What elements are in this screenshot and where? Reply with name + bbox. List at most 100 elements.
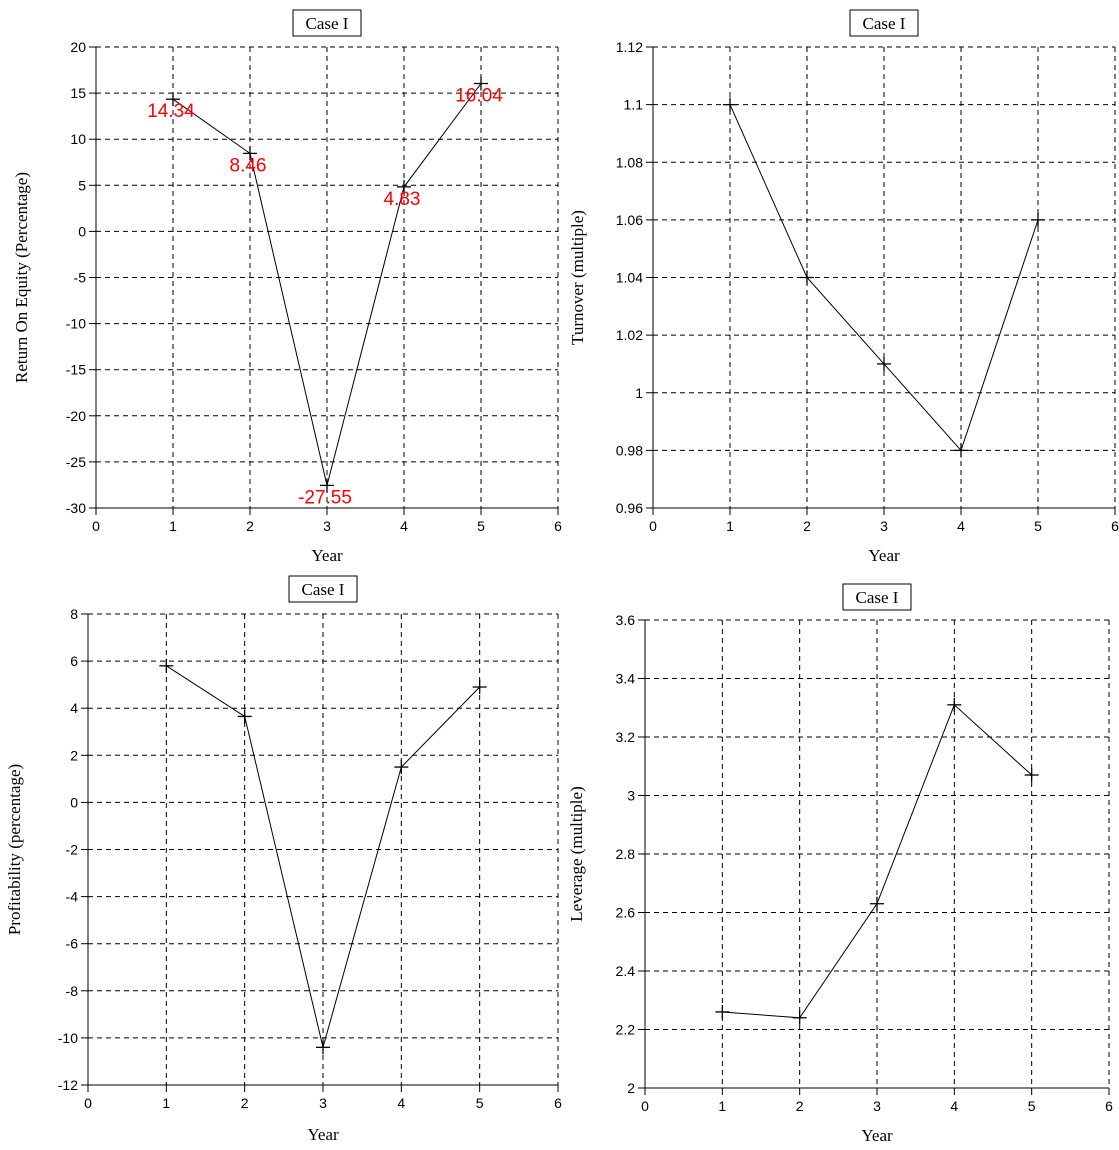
x-tick-label: 3 <box>873 1098 881 1114</box>
data-point-marker <box>472 680 487 695</box>
x-tick-label: 0 <box>641 1098 649 1114</box>
x-tick-label: 3 <box>323 518 331 534</box>
x-axis-title: Year <box>311 546 343 565</box>
data-point-marker <box>792 1010 807 1025</box>
panel-title: Case I <box>302 580 345 599</box>
data-point-marker <box>166 92 180 107</box>
data-point-marker <box>715 1004 730 1019</box>
x-tick-label: 0 <box>92 518 100 534</box>
y-tick-label: 1.06 <box>616 212 643 228</box>
data-label: 16.04 <box>455 86 503 107</box>
x-tick-label: 0 <box>649 518 657 534</box>
x-axis-title: Year <box>307 1125 339 1144</box>
y-tick-label: 6 <box>70 653 78 669</box>
x-tick-label: 1 <box>726 518 734 534</box>
y-tick-label: 8 <box>70 606 78 622</box>
y-tick-label: -2 <box>66 842 79 858</box>
data-point-marker <box>877 356 891 371</box>
y-axis-title: Leverage (multiple) <box>567 786 586 921</box>
y-tick-label: 2.6 <box>616 905 636 921</box>
x-tick-label: 5 <box>476 1095 484 1111</box>
data-point-marker <box>1031 212 1045 227</box>
data-point-marker <box>800 270 814 285</box>
x-tick-label: 6 <box>1111 518 1119 534</box>
panel-title: Case I <box>856 588 899 607</box>
y-tick-label: -15 <box>66 362 86 378</box>
y-tick-label: -12 <box>58 1077 78 1093</box>
x-tick-label: 3 <box>880 518 888 534</box>
data-point-marker <box>870 896 884 911</box>
data-point-marker <box>320 478 334 493</box>
y-tick-label: -4 <box>66 889 79 905</box>
x-axis-title: Year <box>861 1126 893 1145</box>
x-tick-label: 4 <box>950 1098 958 1114</box>
series-line <box>722 703 1033 1019</box>
x-tick-label: 4 <box>957 518 965 534</box>
x-axis-title: Year <box>868 546 900 565</box>
y-tick-label: 1.12 <box>616 39 643 55</box>
data-label: -27.55 <box>298 487 352 508</box>
y-tick-label: 2 <box>70 747 78 763</box>
y-tick-label: 0 <box>78 223 86 239</box>
data-point-marker <box>947 697 962 712</box>
x-tick-label: 2 <box>246 518 254 534</box>
x-tick-label: 6 <box>1105 1098 1113 1114</box>
x-tick-label: 4 <box>397 1095 405 1111</box>
y-tick-label: -30 <box>66 500 86 516</box>
y-tick-label: 0.96 <box>616 500 643 516</box>
panel-title-box <box>842 583 912 611</box>
y-tick-label: 20 <box>70 39 86 55</box>
data-point-marker <box>237 709 252 724</box>
x-tick-label: 0 <box>84 1095 92 1111</box>
y-tick-label: -10 <box>58 1030 78 1046</box>
panel-title-box <box>849 9 919 37</box>
y-tick-label: 1 <box>635 385 643 401</box>
y-tick-label: -10 <box>66 316 86 332</box>
chart-panel-2: 1.12 1.1 1.08 1.06 1.04 1.02 1 0.98 0.96 0 1 2 3 4 5 6 C… <box>568 9 1119 565</box>
x-tick-label: 1 <box>162 1095 170 1111</box>
data-point-marker <box>243 146 257 161</box>
y-tick-label: 4 <box>70 700 78 716</box>
chart-panel-1: 20 15 10 5 0 -5 -10 -15 -20 -25 -30 0 1 2 3 4 5 6 14.34 8.4… <box>12 9 562 565</box>
data-point-marker <box>1024 768 1039 783</box>
y-tick-label: 15 <box>70 85 86 101</box>
y-tick-label: 3.6 <box>616 612 636 628</box>
x-tick-label: 1 <box>169 518 177 534</box>
x-tick-label: 5 <box>477 518 485 534</box>
y-tick-label: 2.2 <box>616 1022 636 1038</box>
y-tick-label: 10 <box>70 131 86 147</box>
y-tick-label: 1.1 <box>624 97 644 113</box>
y-axis-title: Profitability (percentage) <box>5 764 24 935</box>
y-tick-label: 1.02 <box>616 327 643 343</box>
x-tick-label: 2 <box>241 1095 249 1111</box>
panel-title: Case I <box>306 14 349 33</box>
y-tick-label: -25 <box>66 454 86 470</box>
y-tick-label: 3.2 <box>616 729 636 745</box>
y-tick-label: 2 <box>627 1080 635 1096</box>
y-tick-label: -5 <box>74 270 87 286</box>
panel-title-box <box>292 9 362 37</box>
data-point-marker <box>159 658 174 673</box>
x-tick-label: 2 <box>796 1098 804 1114</box>
data-point-marker <box>954 443 968 458</box>
x-tick-label: 6 <box>554 518 562 534</box>
y-tick-label: -8 <box>66 983 79 999</box>
y-axis-title: Return On Equity (Percentage) <box>12 172 31 383</box>
x-tick-label: 4 <box>400 518 408 534</box>
data-point-marker <box>316 1040 330 1055</box>
data-label: 8.46 <box>230 155 267 176</box>
data-point-marker <box>474 76 488 91</box>
y-tick-label: 5 <box>78 177 86 193</box>
x-tick-label: 5 <box>1034 518 1042 534</box>
panel-title-box <box>288 575 358 603</box>
x-tick-label: 6 <box>554 1095 562 1111</box>
y-tick-label: 2.4 <box>616 963 636 979</box>
y-tick-label: 3.4 <box>616 671 636 687</box>
x-tick-label: 3 <box>319 1095 327 1111</box>
y-tick-label: 1.04 <box>616 270 643 286</box>
data-point-marker <box>723 97 737 112</box>
x-tick-label: 2 <box>803 518 811 534</box>
data-point-marker <box>394 760 409 775</box>
